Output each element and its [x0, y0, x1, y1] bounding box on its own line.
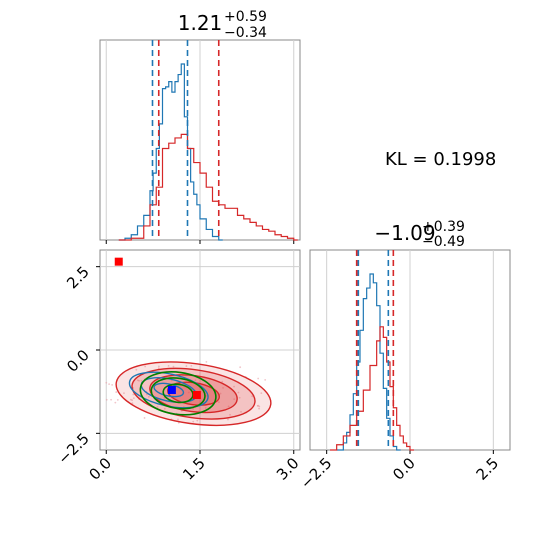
joint-scatter-dot	[105, 381, 108, 384]
joint-grid	[96, 250, 300, 454]
joint-scatter-dot	[110, 398, 112, 401]
joint-scatter-dot	[163, 407, 166, 410]
joint-scatter-dot	[222, 386, 224, 389]
joint-x-tick-label: 0.0	[85, 454, 115, 484]
joint-scatter-dot	[156, 405, 159, 408]
joint-scatter-dot	[219, 392, 222, 395]
joint-scatter-dot	[239, 366, 242, 369]
joint-scatter-dot	[233, 385, 235, 388]
joint-y-tick-label: −2.5	[54, 429, 92, 467]
joint-scatter-dot	[192, 408, 195, 410]
joint-x-ticks: 0.0 1.5 3.0	[85, 454, 302, 484]
joint-scatter-dot	[132, 397, 135, 400]
joint-scatter-dot	[227, 405, 230, 408]
joint-scatter-dot	[131, 402, 134, 405]
marginal-2-histograms	[330, 273, 414, 451]
joint-markers	[114, 257, 201, 399]
joint-scatter-dot	[177, 418, 179, 421]
marginal-1-histogram	[118, 63, 223, 241]
joint-square-marker	[192, 391, 201, 399]
joint-scatter-dot	[114, 401, 117, 404]
joint-scatter-dot	[185, 365, 188, 367]
joint-scatter-dot	[251, 395, 254, 398]
joint-scatter-dot	[143, 417, 146, 419]
marginal-2-x-tick-label: 0.0	[389, 454, 419, 484]
joint-scatter-dot	[144, 365, 147, 368]
joint-scatter-dot	[136, 379, 139, 382]
joint-scatter-dot	[205, 360, 208, 363]
marginal-1-title: 1.21	[178, 11, 223, 35]
joint-scatter-dot	[238, 396, 241, 399]
marginal-2-title-plus: +0.39	[422, 219, 465, 235]
marginal-1-histogram	[118, 133, 298, 241]
joint-scatter-dot	[115, 391, 118, 393]
marginal-2-x-ticks: −2.5 0.0 2.5	[297, 454, 502, 492]
joint-scatter-dot	[227, 418, 229, 421]
joint-scatter-dot	[257, 377, 260, 380]
marginal-1-title-value: 1.21	[178, 11, 223, 35]
joint-scatter-dot	[135, 368, 138, 371]
joint-scatter-dot	[196, 419, 199, 422]
joint-scatter-dot	[240, 410, 242, 413]
joint-green-contour	[139, 371, 217, 416]
joint-scatter-dot	[116, 399, 119, 401]
marginal-1-histograms	[118, 63, 298, 241]
joint-scatter-dot	[123, 392, 125, 395]
joint-scatter-dot	[237, 391, 240, 394]
joint-scatter-dot	[147, 395, 150, 398]
marginal-2-quantiles	[355, 250, 395, 450]
marginal-1-quantiles	[151, 40, 220, 240]
joint-scatter-dot	[257, 404, 259, 407]
joint-scatter-dot	[204, 407, 207, 409]
joint-y-tick-label: 0.0	[63, 346, 93, 376]
joint-scatter-dot	[260, 392, 263, 395]
joint-scatter-dot	[105, 398, 108, 401]
marginal-2-panel: −2.5 0.0 2.5 −1.09 +0.39 −0.49	[297, 219, 511, 493]
joint-square-marker	[167, 386, 176, 394]
marginal-2-histogram	[336, 273, 401, 451]
joint-scatter-dot	[264, 379, 267, 381]
marginal-2-x-tick-label: 2.5	[473, 454, 503, 484]
joint-blue-contour	[153, 382, 185, 398]
marginal-1-title-plus: +0.59	[224, 9, 267, 25]
marginal-2-x-tick-label: −2.5	[297, 454, 335, 492]
kl-annotation: KL = 0.1998	[385, 149, 496, 170]
joint-x-tick-label: 1.5	[179, 454, 209, 484]
joint-scatter-dot	[187, 391, 190, 394]
marginal-2-grid	[326, 250, 494, 454]
marginal-2-title: −1.09	[374, 221, 435, 245]
marginal-2-histogram	[330, 326, 414, 451]
joint-scatter-dot	[229, 413, 231, 416]
joint-y-ticks: 2.5 0.0 −2.5	[54, 263, 92, 468]
joint-scatter-dot	[258, 407, 260, 410]
joint-scatter-dot	[146, 393, 148, 396]
joint-scatter-dot	[192, 420, 195, 423]
joint-scatter-dot	[132, 393, 135, 396]
joint-square-marker	[114, 257, 123, 266]
joint-scatter-dot	[233, 398, 236, 401]
marginal-2-title-minus: −0.49	[422, 234, 465, 250]
joint-scatter-dot	[218, 401, 220, 404]
marginal-1-title-minus: −0.34	[224, 25, 267, 41]
joint-scatter-dot	[172, 365, 175, 368]
joint-scatter-dot	[167, 365, 170, 367]
marginal-1-panel: 1.21 +0.59 −0.34	[99, 9, 301, 244]
joint-scatter-dot	[157, 365, 160, 368]
joint-green-contour	[150, 377, 206, 410]
joint-scatter-dot	[221, 380, 224, 383]
joint-scatter-dot	[190, 364, 193, 367]
joint-scatter-dot	[111, 384, 114, 386]
joint-y-tick-label: 2.5	[63, 263, 93, 293]
joint-scatter-dot	[131, 399, 133, 402]
joint-scatter-dot	[194, 379, 197, 382]
joint-scatter-dot	[140, 379, 143, 382]
marginal-2-title-value: −1.09	[374, 221, 435, 245]
joint-panel: 2.50.0−2.5 0.0 1.5 3.0	[54, 249, 303, 484]
joint-scatter-dot	[108, 383, 111, 386]
